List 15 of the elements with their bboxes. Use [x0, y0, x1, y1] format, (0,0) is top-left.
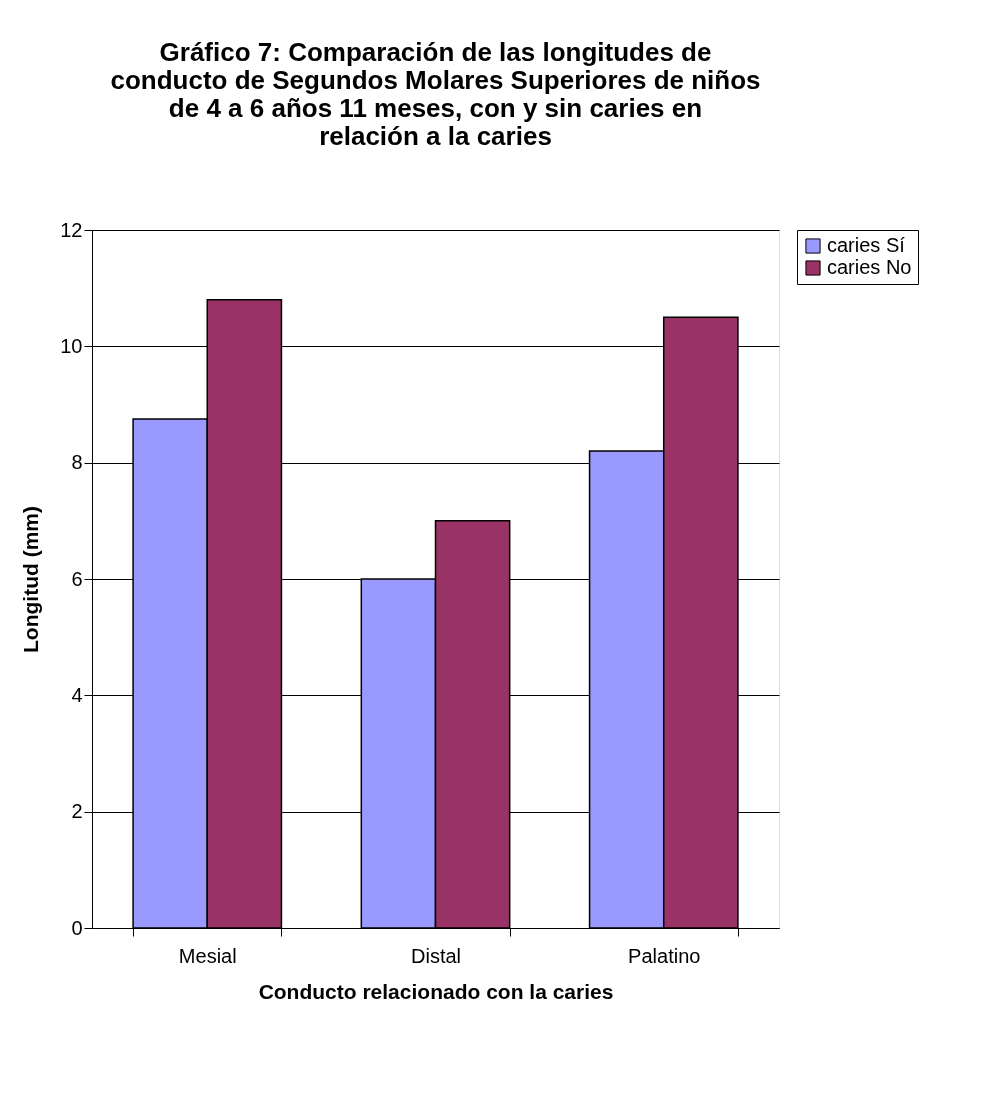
chart-title: Gráfico 7: Comparación de las longitudes de conducto de Segundos Molares Superiores de niños de 4 a 6 años 11 meses, con y sin caries en relación a la caries: [110, 37, 761, 151]
x-tick-label: Mesial: [178, 944, 237, 967]
x-axis-title: Conducto relacionado con la caries: [258, 979, 614, 1003]
legend-label: caries No: [827, 256, 912, 278]
y-tick-label: 8: [71, 451, 83, 474]
y-axis-title: Longitud (mm): [19, 506, 43, 653]
y-tick-label: 0: [71, 916, 83, 939]
y-tick-label: 10: [60, 334, 83, 357]
legend-label: caries Sí: [827, 234, 906, 256]
x-tick-label: Palatino: [628, 944, 701, 967]
y-tick-label: 6: [71, 567, 83, 590]
x-tick-label: Distal: [410, 944, 462, 967]
y-tick-label: 2: [71, 800, 83, 823]
y-tick-label: 4: [71, 683, 83, 706]
y-tick-label: 12: [60, 218, 83, 241]
